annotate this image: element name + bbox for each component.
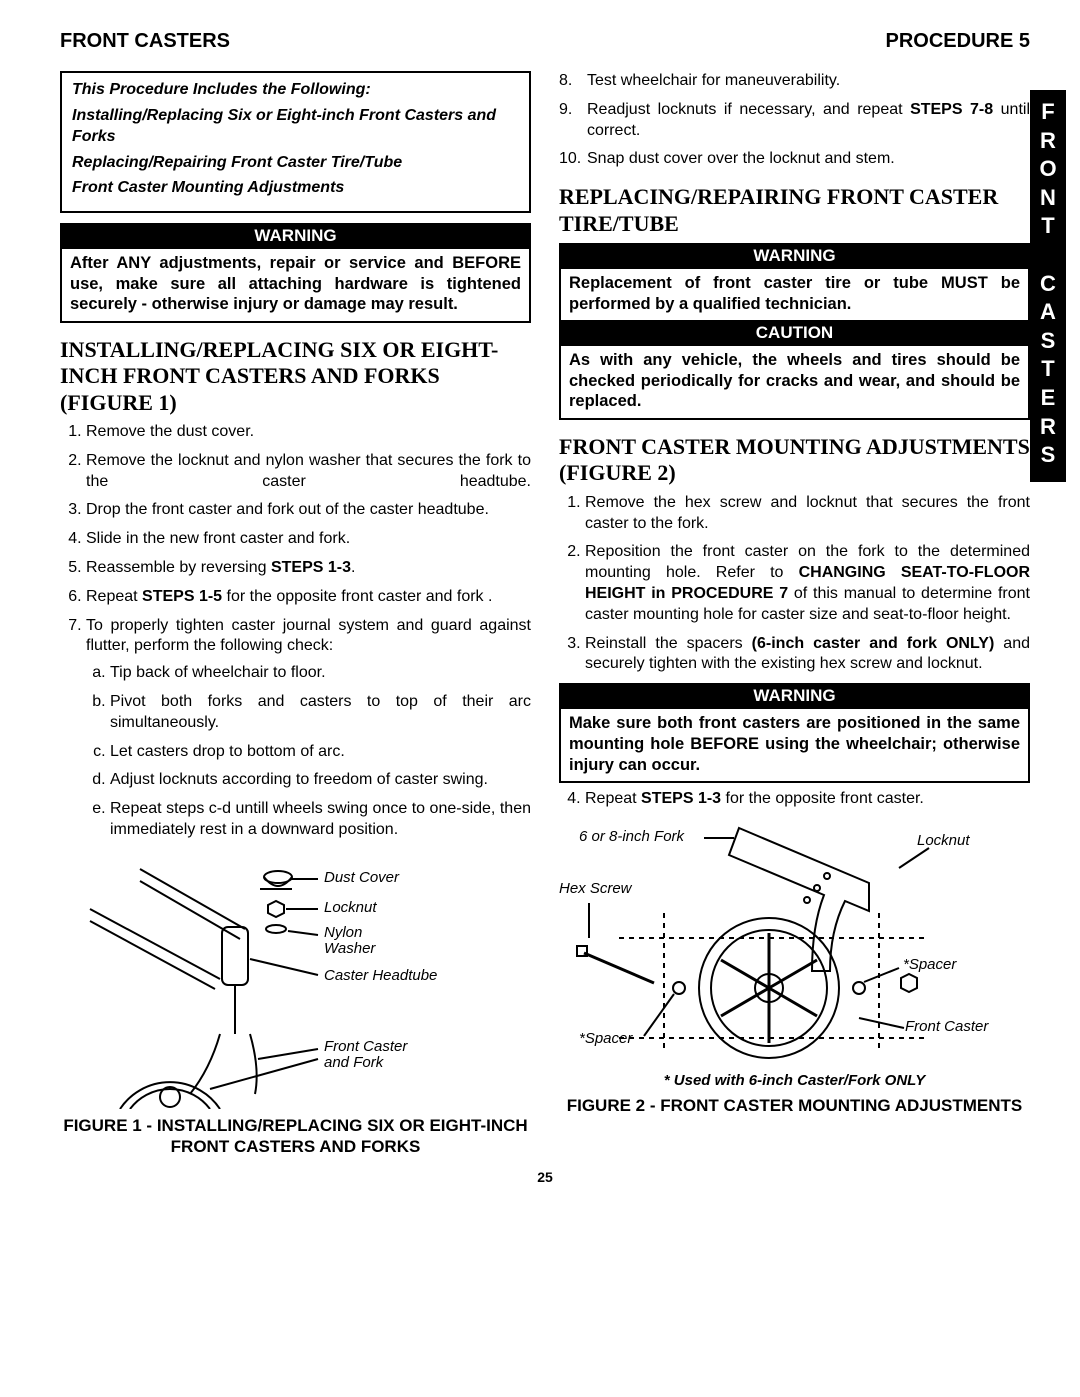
substep: Tip back of wheelchair to floor.	[110, 663, 531, 684]
intro-lead: This Procedure Includes the Following:	[72, 79, 519, 101]
warning-body: After ANY adjustments, repair or service…	[60, 249, 531, 323]
section-b-title: REPLACING/REPAIRING FRONT CASTER TIRE/TU…	[559, 184, 1030, 237]
intro-item: Installing/Replacing Six or Eight-inch F…	[72, 105, 519, 148]
section-c-step4: Repeat STEPS 1-3 for the opposite front …	[559, 789, 1030, 810]
fig1-label-nylon: NylonWasher	[324, 925, 375, 958]
step: Remove the locknut and nylon washer that…	[86, 451, 531, 493]
figure-1: Dust Cover Locknut NylonWasher Caster He…	[60, 849, 531, 1109]
step: Remove the hex screw and locknut that se…	[585, 493, 1030, 535]
substeps: Tip back of wheelchair to floor. Pivot b…	[86, 663, 531, 841]
fig2-label-hex: Hex Screw	[559, 880, 632, 897]
page-header: FRONT CASTERS PROCEDURE 5	[60, 30, 1030, 53]
warning-head: WARNING	[559, 683, 1030, 709]
substep: Adjust locknuts according to freedom of …	[110, 770, 531, 791]
warning-head: WARNING	[60, 223, 531, 249]
figure-1-caption: FIGURE 1 - INSTALLING/REPLACING SIX OR E…	[60, 1115, 531, 1158]
fig2-label-fc: Front Caster	[905, 1018, 988, 1035]
right-top-steps: 8.Test wheelchair for maneuverability. 9…	[559, 71, 1030, 170]
right-column: 8.Test wheelchair for maneuverability. 9…	[559, 71, 1030, 1157]
substep: Let casters drop to bottom of arc.	[110, 742, 531, 763]
caution-head: CAUTION	[559, 320, 1030, 346]
header-left: FRONT CASTERS	[60, 30, 230, 53]
fig1-label-head: Caster Headtube	[324, 967, 437, 984]
substep: Repeat steps c-d untill wheels swing onc…	[110, 799, 531, 841]
substep: Pivot both forks and casters to top of t…	[110, 692, 531, 734]
left-column: This Procedure Includes the Following: I…	[60, 71, 531, 1157]
section-c-steps: Remove the hex screw and locknut that se…	[559, 493, 1030, 675]
fig2-label-spacer-l: *Spacer	[579, 1030, 632, 1047]
figure-2-note: * Used with 6-inch Caster/Fork ONLY	[559, 1072, 1030, 1089]
figure-2: 6 or 8-inch Fork Locknut Hex Screw *Spac…	[559, 818, 1030, 1068]
fig1-label-dust: Dust Cover	[324, 869, 399, 886]
step: To properly tighten caster journal syste…	[86, 616, 531, 841]
intro-box: This Procedure Includes the Following: I…	[60, 71, 531, 213]
fig2-label-fork: 6 or 8-inch Fork	[579, 828, 684, 845]
step: Reassemble by reversing STEPS 1-3.	[86, 558, 531, 579]
section-a-title: INSTALLING/REPLACING SIX OR EIGHT-INCH F…	[60, 337, 531, 416]
warning-body: Make sure both front casters are positio…	[559, 709, 1030, 783]
step: Repeat STEPS 1-5 for the opposite front …	[86, 587, 531, 608]
side-tab: FRONTCASTERS	[1030, 90, 1066, 482]
fig1-label-fork: Front Casterand Fork	[324, 1039, 407, 1072]
step: Repeat STEPS 1-3 for the opposite front …	[585, 789, 1030, 810]
step: Drop the front caster and fork out of th…	[86, 500, 531, 521]
warning-body: Replacement of front caster tire or tube…	[559, 269, 1030, 322]
intro-item: Replacing/Repairing Front Caster Tire/Tu…	[72, 152, 519, 174]
fig1-label-lock: Locknut	[324, 899, 377, 916]
header-right: PROCEDURE 5	[886, 30, 1030, 53]
fig2-label-lock: Locknut	[917, 832, 970, 849]
caution-body: As with any vehicle, the wheels and tire…	[559, 346, 1030, 420]
fig2-label-spacer-r: *Spacer	[903, 956, 956, 973]
figure-2-caption: FIGURE 2 - FRONT CASTER MOUNTING ADJUSTM…	[559, 1095, 1030, 1116]
step: Remove the dust cover.	[86, 422, 531, 443]
step: Reposition the front caster on the fork …	[585, 542, 1030, 625]
warning-head: WARNING	[559, 243, 1030, 269]
page-number: 25	[60, 1169, 1030, 1185]
intro-item: Front Caster Mounting Adjustments	[72, 177, 519, 199]
section-a-steps: Remove the dust cover. Remove the locknu…	[60, 422, 531, 841]
section-c-title: FRONT CASTER MOUNTING ADJUSTMENTS (FIGUR…	[559, 434, 1030, 487]
step: Slide in the new front caster and fork.	[86, 529, 531, 550]
step: Reinstall the spacers (6-inch caster and…	[585, 634, 1030, 676]
